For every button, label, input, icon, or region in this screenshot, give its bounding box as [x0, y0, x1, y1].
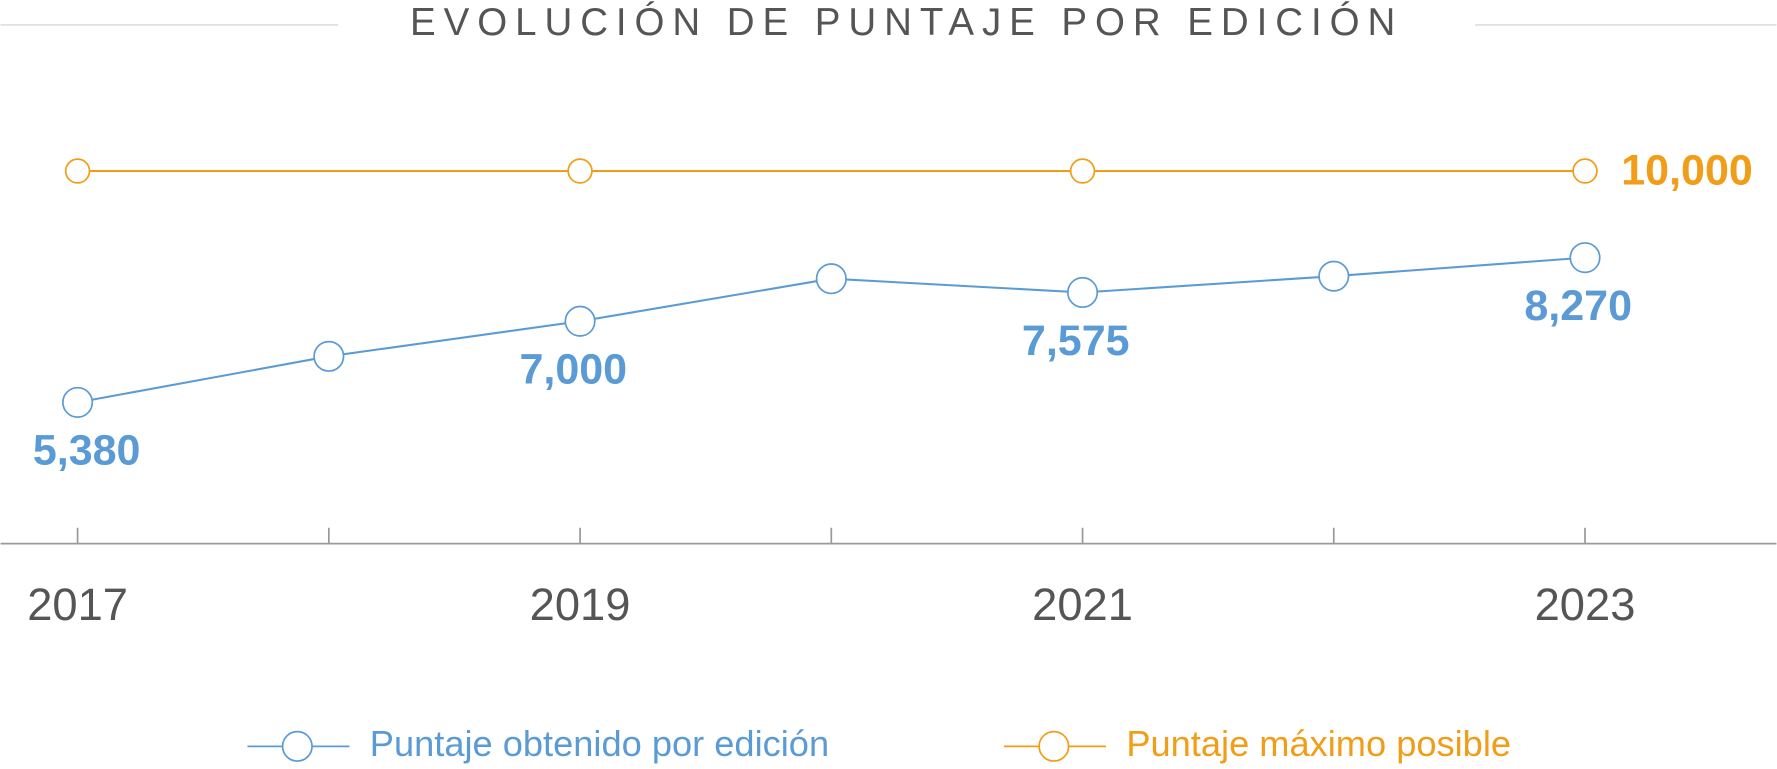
data-point	[815, 263, 847, 295]
legend-marker	[1038, 730, 1070, 762]
data-point	[567, 158, 593, 184]
data-label: 10,000	[1621, 147, 1753, 195]
data-point	[1318, 260, 1350, 292]
data-point	[564, 305, 596, 337]
data-label: 5,380	[33, 427, 141, 475]
data-point	[1569, 242, 1601, 274]
data-point	[1572, 158, 1598, 184]
x-tick-label: 2023	[1535, 579, 1636, 630]
x-tick-label: 2021	[1032, 579, 1133, 630]
data-point	[64, 158, 91, 184]
x-tick-label: 2019	[530, 579, 631, 630]
chart-title: EVOLUCIÓN DE PUNTAJE POR EDICIÓN	[410, 1, 1403, 44]
data-point	[62, 386, 94, 418]
legend-marker	[281, 730, 313, 762]
x-tick-label: 2017	[27, 579, 128, 630]
data-point	[313, 340, 345, 372]
legend-label: Puntaje máximo posible	[1126, 723, 1511, 764]
legend-label: Puntaje obtenido por edición	[370, 723, 829, 764]
data-label: 7,000	[519, 346, 627, 394]
data-label: 8,270	[1524, 282, 1632, 330]
data-point	[1069, 158, 1096, 184]
data-label: 7,575	[1022, 317, 1130, 365]
data-point	[1066, 276, 1099, 309]
